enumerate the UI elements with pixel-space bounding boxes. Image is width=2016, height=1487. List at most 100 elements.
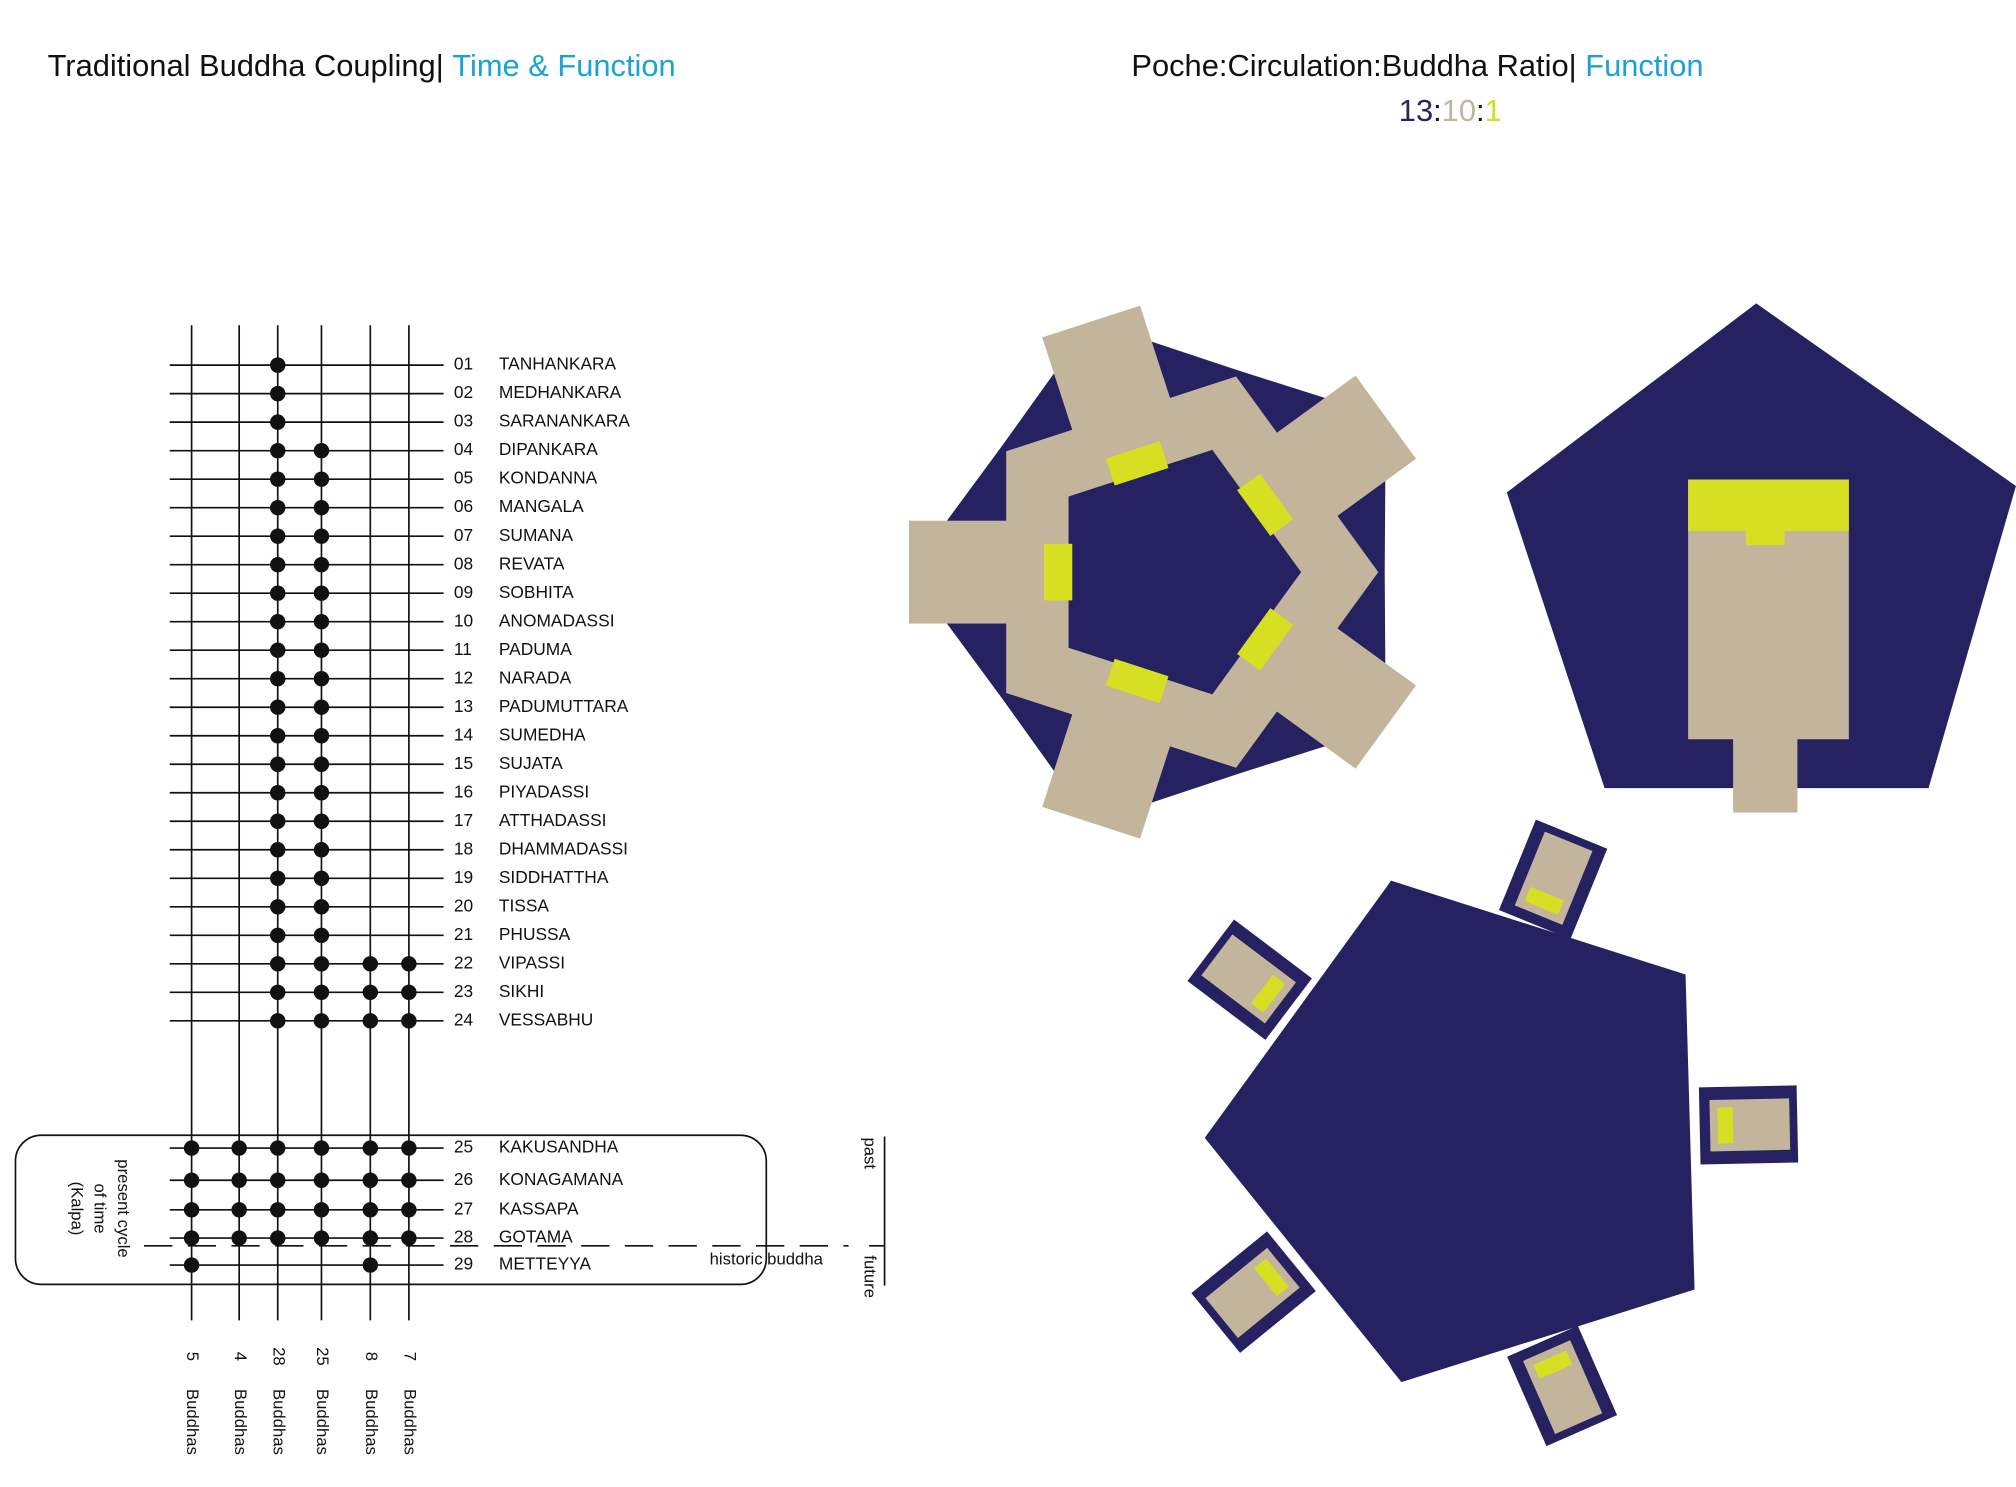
buddha-name: MANGALA [499,496,584,516]
buddha-number: 25 [454,1137,473,1157]
buddha-name: SUJATA [499,753,563,773]
circulation [1042,305,1186,478]
dot [362,1172,379,1188]
dot [313,699,330,715]
dot [270,414,286,430]
circulation [1042,666,1186,839]
kalpa-label: of time [91,1183,110,1233]
dot [270,471,286,487]
column-count: 4 [231,1352,250,1361]
dot [313,1140,330,1156]
dot [270,671,286,687]
buddha-number: 06 [454,496,473,516]
inner-court [1068,449,1302,695]
buddha-space [1251,974,1286,1013]
dot [270,585,286,601]
dot [313,613,330,630]
buddha-number: 11 [454,639,472,659]
buddha-number: 26 [454,1169,473,1189]
buddha-number: 20 [454,895,473,915]
dot [313,899,330,915]
buddha-name: DIPANKARA [499,439,598,459]
dot [401,984,417,1001]
dot [270,1140,286,1156]
dot [270,785,286,801]
dot [313,1202,330,1218]
buddha-space [1254,1258,1289,1297]
buddha-name: SUMEDHA [499,724,586,744]
dot [313,671,330,687]
dot [270,385,286,402]
buddha-space [1717,1107,1734,1144]
buddha-name: MEDHANKARA [499,382,622,402]
circulation [1733,732,1798,813]
dot [270,728,286,744]
buddha-name: PHUSSA [499,924,571,944]
buddha-space [1237,473,1294,537]
dot [313,927,330,944]
dot [313,1230,330,1246]
dot [313,585,330,601]
dot [270,1013,286,1029]
buddha-space [1043,543,1073,601]
dot [231,1140,247,1156]
dot [270,528,286,544]
dot [362,956,379,972]
buddha-name: SIDDHATTHA [499,867,609,887]
dot [313,984,330,1001]
circulation [1205,1247,1300,1339]
column-unit: Buddhas [183,1389,202,1455]
buddha-number: 16 [454,781,473,801]
buddha-name: TANHANKARA [499,354,617,374]
buddha-number: 07 [454,525,473,545]
buddha-number: 01 [454,354,473,374]
buddha-name: PIYADASSI [499,781,589,801]
dot [313,842,330,858]
dot [270,927,286,944]
buddha-number: 04 [454,439,474,459]
dot [401,1172,417,1188]
buddha-name: VESSABHU [499,1009,593,1029]
buddha-number: 27 [454,1198,473,1218]
dot [183,1172,200,1188]
dot [270,499,286,516]
buddha-name: TISSA [499,895,550,915]
dot [362,1140,379,1156]
dot [270,699,286,715]
buddha-number: 29 [454,1254,473,1274]
dot [231,1230,247,1246]
buddha-name: ATTHADASSI [499,810,607,830]
dot [313,442,330,459]
dot [362,1013,379,1029]
buddha-number: 10 [454,610,473,630]
buddha-name: KONDANNA [499,468,598,488]
ratio: 13:10:1 [1399,93,1502,128]
buddha-name: METTEYYA [499,1254,592,1274]
dot [313,1172,330,1188]
buddha-space [1105,658,1169,704]
dot [313,956,330,972]
dot [313,756,330,772]
buddha-number: 15 [454,753,473,773]
dot [362,984,379,1001]
column-unit: Buddhas [231,1389,250,1455]
dot [231,1202,247,1218]
dot [313,556,330,573]
buddha-number: 08 [454,553,473,573]
buddha-name: SARANANKARA [499,411,631,431]
future-label: future [861,1255,880,1298]
kalpa-label: present cycle [114,1159,133,1257]
buddha-name: KASSAPA [499,1198,579,1218]
buddha-space [1237,608,1294,671]
dot [362,1257,379,1273]
buddha-space [1533,1350,1573,1380]
buddha-number: 13 [454,696,473,716]
dot [231,1172,247,1188]
dot [313,499,330,516]
dot [401,956,417,972]
dot [270,756,286,772]
dot [313,785,330,801]
column-count: 25 [313,1347,332,1366]
circulation [909,520,1057,624]
